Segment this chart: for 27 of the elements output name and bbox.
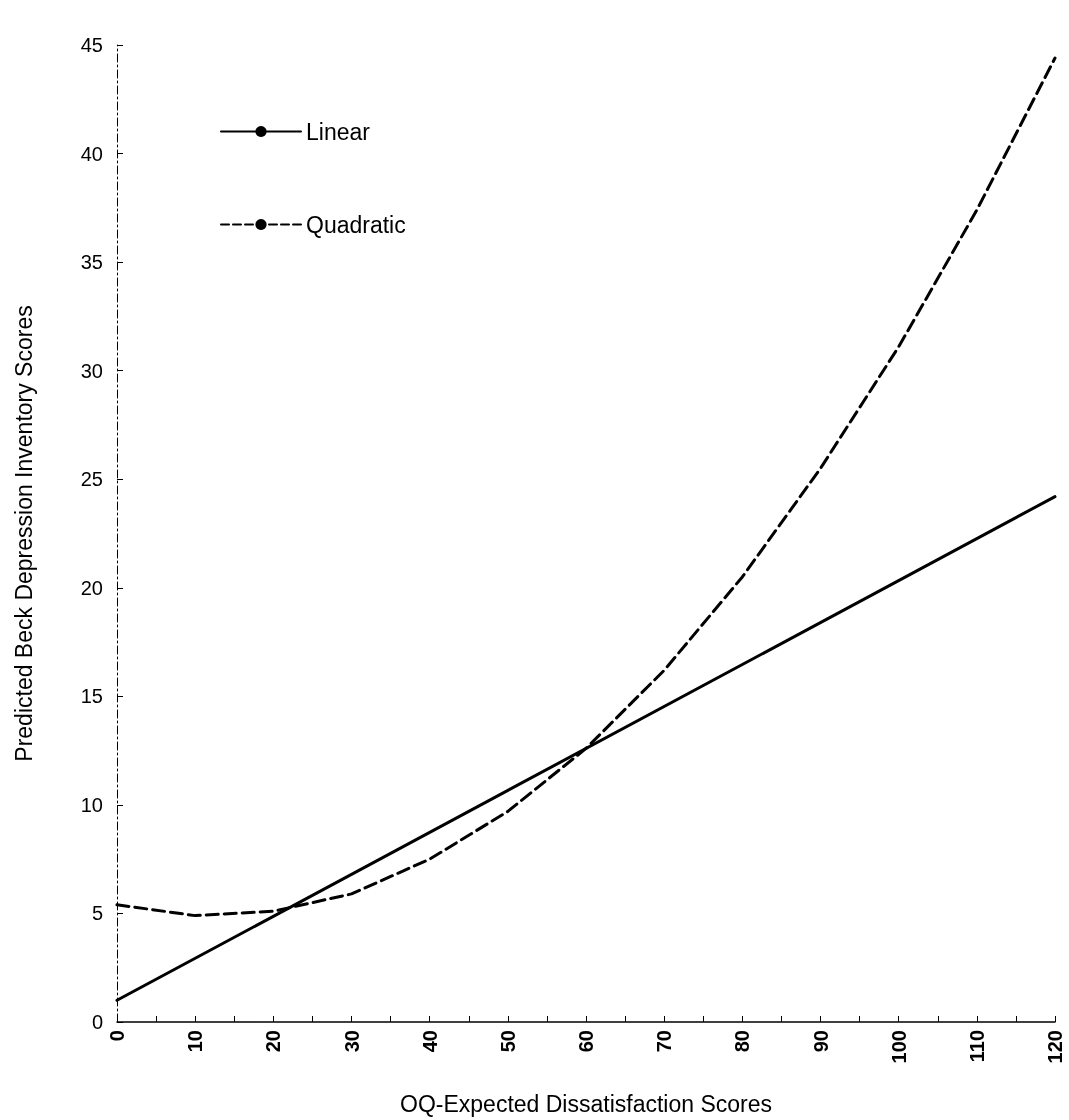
- x-axis-title: OQ-Expected Dissatisfaction Scores: [400, 1090, 772, 1117]
- x-tick-label: 0: [106, 1030, 128, 1042]
- x-tick-label: 10: [184, 1030, 207, 1053]
- x-tick-label: 60: [575, 1030, 597, 1053]
- legend-label: Linear: [306, 118, 371, 145]
- y-axis-title: Predicted Beck Depression Inventory Scores: [10, 305, 37, 762]
- x-tick-label: 120: [1044, 1030, 1066, 1064]
- x-tick-label: 40: [418, 1030, 441, 1053]
- x-tick-label: 80: [731, 1030, 754, 1053]
- y-tick-label: 45: [80, 34, 103, 56]
- y-tick-label: 15: [80, 685, 103, 708]
- x-tick-label: 90: [809, 1030, 832, 1053]
- x-tick-label: 30: [340, 1030, 363, 1053]
- y-tick-label: 20: [80, 576, 103, 599]
- x-tick-label: 70: [653, 1030, 676, 1053]
- y-tick-label: 30: [80, 359, 103, 382]
- x-tick-label: 50: [496, 1030, 519, 1053]
- legend-label: Quadratic: [306, 211, 406, 238]
- y-tick-label: 35: [80, 251, 103, 274]
- x-tick-label: 100: [887, 1030, 910, 1064]
- y-tick-label: 5: [91, 902, 103, 925]
- y-tick-label: 0: [91, 1011, 103, 1033]
- y-tick-label: 25: [80, 468, 103, 491]
- x-tick-label: 20: [262, 1030, 285, 1053]
- y-tick-label: 10: [80, 793, 103, 816]
- y-tick-label: 40: [80, 142, 103, 165]
- x-tick-label: 110: [965, 1030, 988, 1063]
